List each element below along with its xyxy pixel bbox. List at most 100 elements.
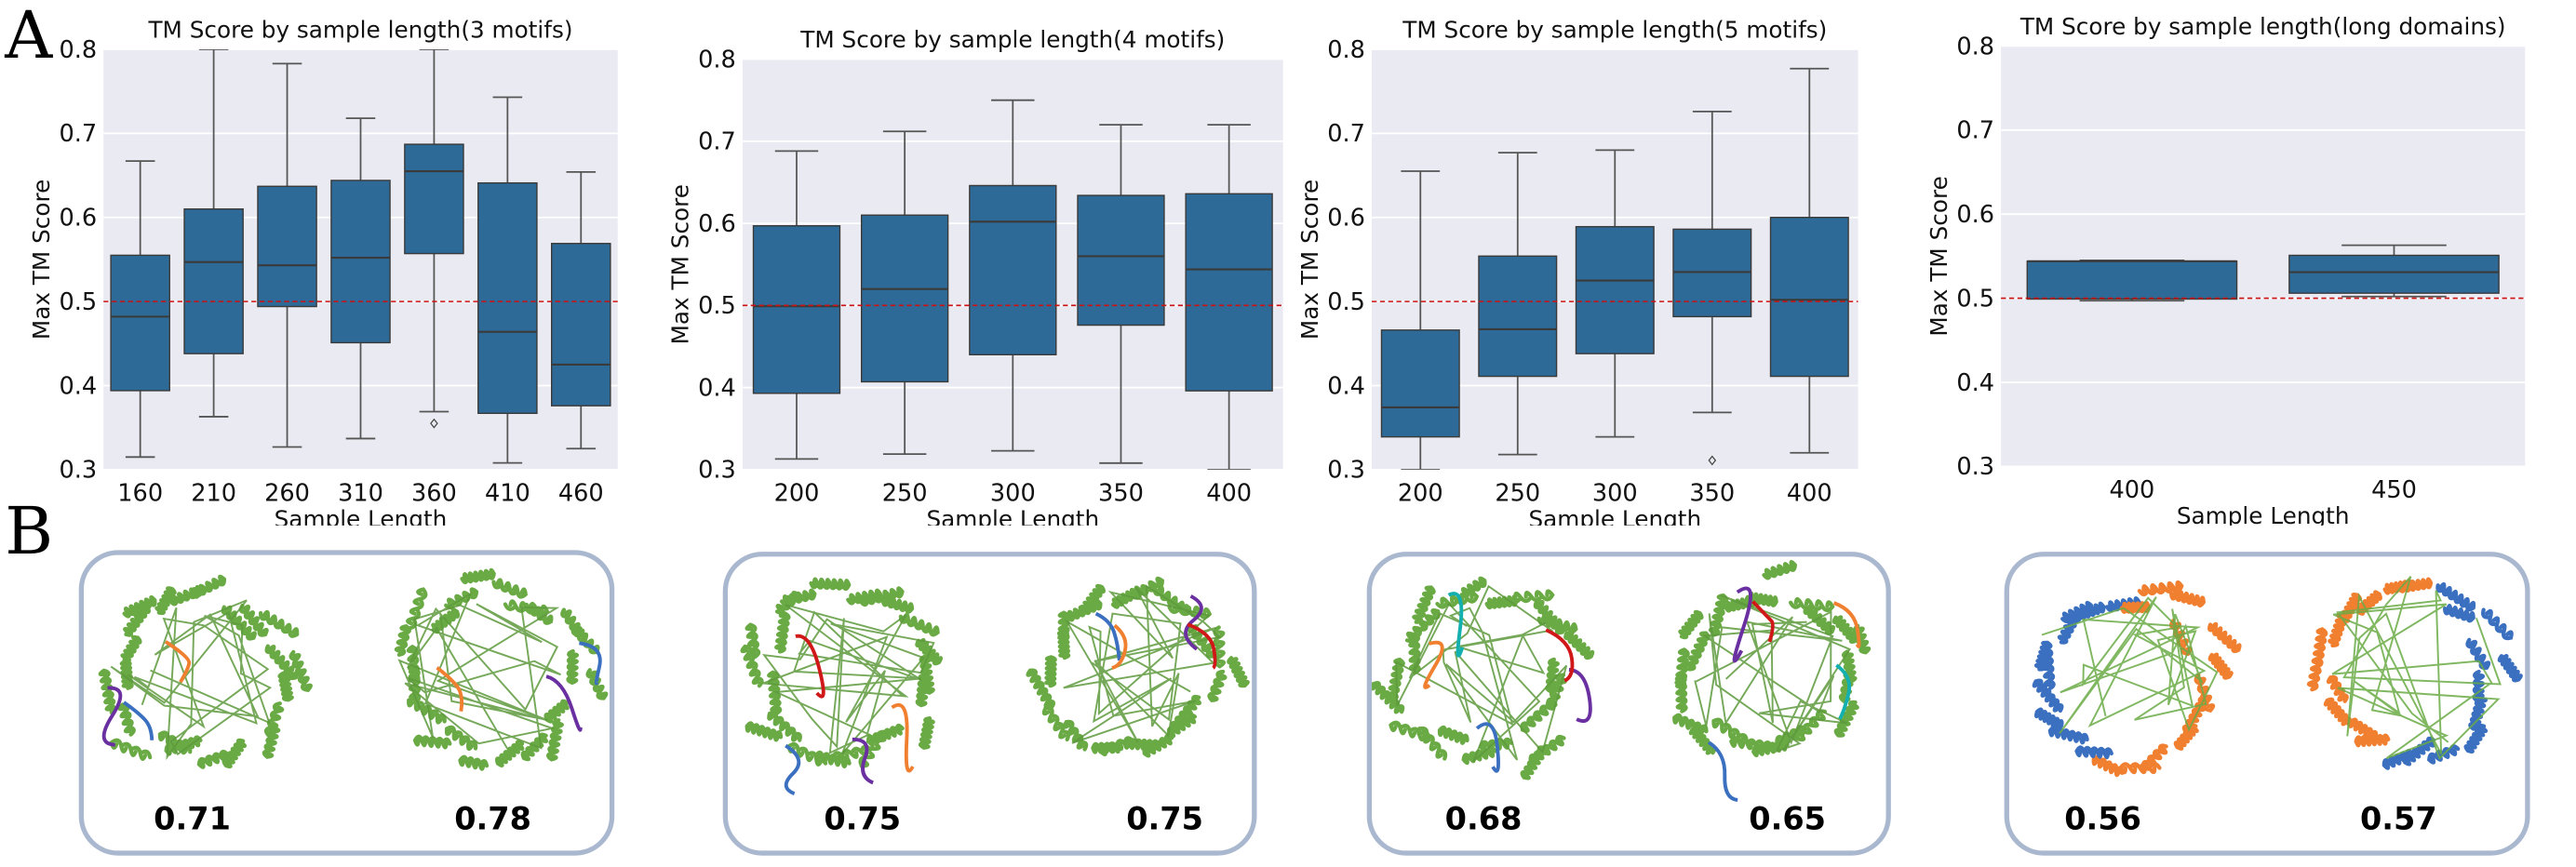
helix	[1026, 668, 1056, 710]
outlier-point	[1708, 455, 1717, 466]
y-tick-label: 0.3	[1327, 457, 1365, 485]
y-axis-label: Max TM Score	[28, 180, 55, 340]
helix	[1546, 673, 1567, 709]
helix	[2207, 652, 2234, 680]
helix	[1389, 720, 1431, 742]
helix	[2481, 607, 2514, 641]
helix	[809, 577, 852, 592]
helix	[2119, 600, 2151, 614]
y-tick-label: 0.6	[1327, 205, 1365, 233]
y-tick-label: 0.4	[1956, 369, 1994, 397]
helix	[1459, 576, 1487, 599]
motif-segment	[1835, 663, 1852, 720]
motif-segment	[852, 737, 874, 785]
boxes	[2026, 244, 2500, 302]
helix	[221, 738, 248, 769]
chart-title: TM Score by sample length(3 motifs)	[147, 17, 572, 44]
helix	[1412, 585, 1436, 624]
helix	[2074, 745, 2113, 760]
y-tick-label: 0.6	[1956, 201, 1994, 229]
x-tick-label: 450	[2371, 476, 2417, 504]
helix	[2339, 592, 2363, 623]
helix	[394, 623, 411, 657]
helix	[846, 588, 883, 606]
helix	[406, 644, 421, 685]
helix	[1437, 725, 1469, 745]
motif-segment	[122, 700, 154, 740]
helix	[109, 738, 153, 761]
helix	[2306, 657, 2324, 692]
motif-segment	[101, 686, 123, 747]
y-tick-label: 0.7	[1956, 117, 1994, 145]
x-axis-label: Sample Length	[2177, 502, 2350, 526]
protein-structure-icon	[740, 577, 944, 795]
box-310	[330, 117, 391, 440]
loop	[2041, 596, 2219, 734]
y-tick-label: 0.6	[698, 210, 736, 238]
loop	[1694, 594, 1852, 754]
helix	[543, 699, 570, 724]
tm-score-label: 0.71	[154, 801, 231, 838]
helix	[2323, 697, 2353, 727]
helix	[830, 744, 873, 764]
helix	[2463, 723, 2489, 754]
helix	[157, 730, 193, 755]
x-tick-label: 250	[882, 479, 928, 507]
protein-structure-images	[98, 567, 609, 771]
protein-structure-icon	[1672, 559, 1872, 802]
helix	[238, 603, 269, 637]
helix	[1520, 745, 1548, 780]
helix	[2207, 621, 2242, 654]
helix	[264, 644, 300, 681]
helix	[1684, 631, 1711, 672]
iqr-box	[330, 180, 391, 344]
box-160	[110, 160, 170, 459]
helix	[767, 710, 802, 742]
helix	[1729, 736, 1774, 753]
box-400	[2026, 260, 2238, 302]
helix	[2326, 674, 2349, 703]
motif-segment	[545, 674, 583, 732]
x-tick-label: 410	[485, 479, 530, 507]
motif-segment	[891, 702, 915, 773]
panel-label-a: A	[5, 0, 53, 74]
iqr-box	[969, 184, 1057, 356]
helix	[786, 741, 828, 767]
helix	[1688, 726, 1717, 755]
helix	[277, 671, 294, 702]
motif-segment	[1184, 594, 1203, 651]
x-tick-label: 160	[117, 479, 163, 507]
helix	[1678, 609, 1704, 640]
y-tick-label: 0.8	[59, 36, 97, 64]
helix	[98, 668, 117, 715]
boxplot-charts: 0.3 0.4 0.5 0.6 0.7 0.8 160 210 260 310 360 410 460 T…	[28, 13, 2526, 526]
protein-structure-icon	[1026, 576, 1250, 758]
iqr-box	[1575, 225, 1655, 354]
helix	[2141, 743, 2168, 771]
tm-score-label: 0.78	[454, 801, 531, 838]
motif-segment	[1832, 601, 1861, 648]
helix	[2465, 637, 2491, 670]
helix	[2328, 613, 2348, 647]
helix	[2118, 762, 2162, 775]
helix	[566, 648, 580, 686]
y-tick-label: 0.7	[698, 128, 736, 156]
helix	[1545, 657, 1560, 694]
helix	[1803, 605, 1836, 635]
helix	[1062, 719, 1089, 752]
helix	[2173, 723, 2199, 751]
motif-segment	[1094, 611, 1121, 661]
y-tick-label: 0.3	[59, 457, 97, 485]
x-tick-label: 310	[338, 479, 383, 507]
x-tick-label: 350	[1098, 479, 1144, 507]
helix	[1227, 656, 1250, 688]
helix	[2033, 707, 2064, 730]
helix	[1789, 596, 1835, 613]
x-tick-label: 210	[191, 479, 236, 507]
helix	[1435, 591, 1480, 609]
helix	[2354, 733, 2391, 748]
helix	[288, 649, 313, 692]
y-axis-label: Max TM Score	[1925, 176, 1952, 336]
helix	[1795, 709, 1827, 742]
outlier-point	[430, 418, 438, 429]
